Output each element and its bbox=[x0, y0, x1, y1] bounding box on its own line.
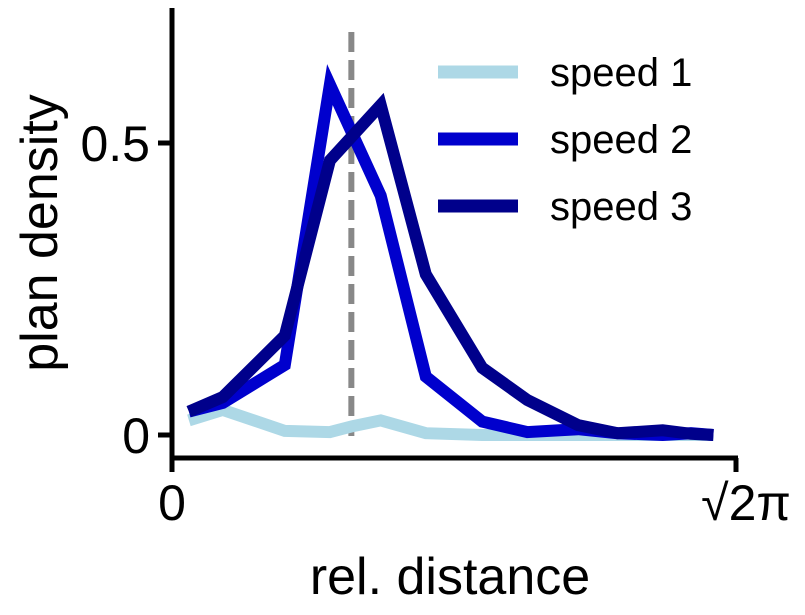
legend-label: speed 2 bbox=[550, 118, 692, 162]
y-tick-label: 0 bbox=[122, 408, 150, 464]
legend: speed 1 speed 2 speed 3 bbox=[438, 51, 692, 229]
y-axis-label: plan density bbox=[11, 94, 69, 372]
tick-labels: 0 0.5 0 √2π bbox=[80, 116, 790, 531]
legend-label: speed 1 bbox=[550, 51, 692, 95]
axes bbox=[169, 8, 738, 461]
series-line-speed-3 bbox=[186, 92, 714, 441]
y-tick-label: 0.5 bbox=[80, 116, 150, 172]
plot-area bbox=[186, 32, 714, 442]
x-tick-label: 0 bbox=[158, 475, 186, 531]
x-axis-label: rel. distance bbox=[310, 548, 590, 606]
x-tick-label: √2π bbox=[701, 475, 791, 531]
legend-label: speed 3 bbox=[550, 185, 692, 229]
